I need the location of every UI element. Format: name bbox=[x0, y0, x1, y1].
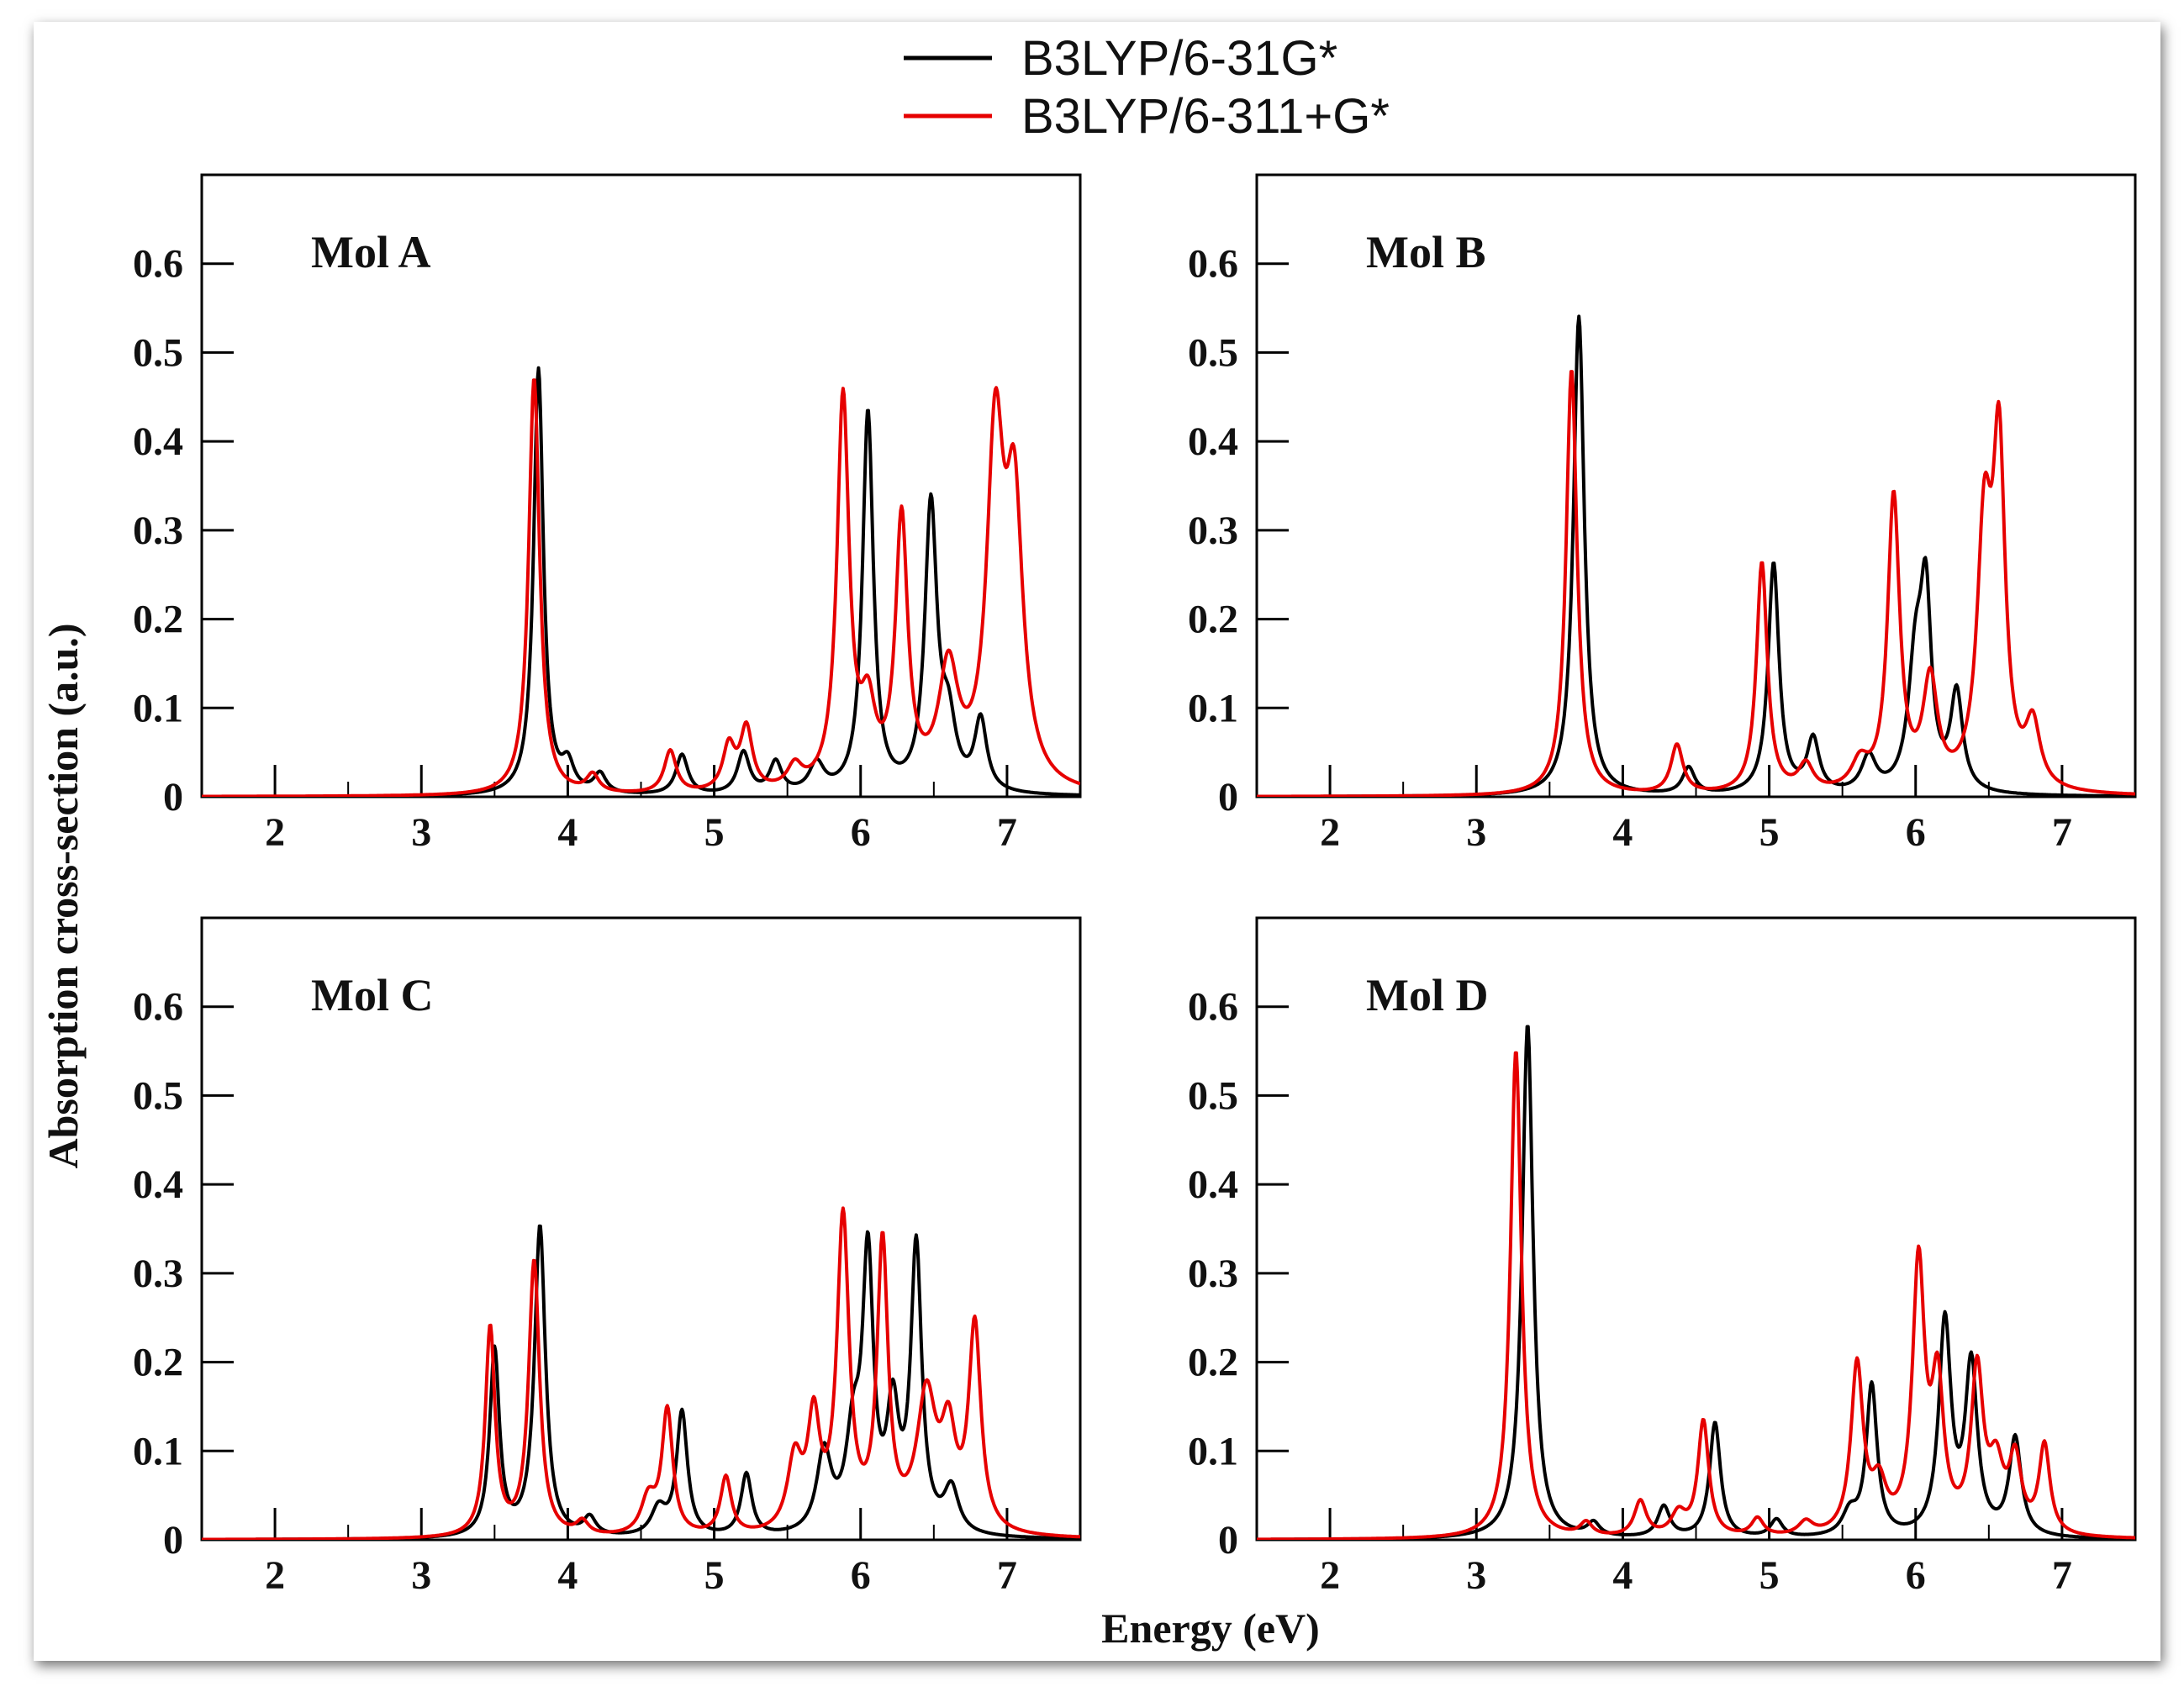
x-tick-label: 2 bbox=[1320, 1553, 1340, 1598]
legend-label-red: B3LYP/6-311+G* bbox=[1021, 89, 1390, 144]
x-tick-label: 4 bbox=[557, 810, 578, 855]
y-tick-label: 0.3 bbox=[133, 1252, 183, 1296]
y-tick-label: 0.2 bbox=[1188, 598, 1238, 642]
y-tick-label: 0.1 bbox=[133, 686, 183, 730]
y-tick-label: 0.4 bbox=[1188, 419, 1238, 464]
series-line-red bbox=[1257, 370, 2135, 797]
y-tick-label: 0.2 bbox=[1188, 1341, 1238, 1385]
x-tick-label: 7 bbox=[2052, 810, 2072, 855]
y-tick-label: 0.6 bbox=[1188, 242, 1238, 287]
y-tick-label: 0 bbox=[163, 1518, 183, 1563]
x-tick-label: 2 bbox=[265, 810, 285, 855]
series-line-red bbox=[1257, 1051, 2135, 1540]
series-line-black bbox=[202, 1224, 1080, 1540]
figure-svg: B3LYP/6-31G* B3LYP/6-311+G* 0 0.1 0.2 0.3 0.… bbox=[40, 31, 2137, 1652]
panel-2: 0 0.1 0.2 0.3 0.4 0.5 0.6 2 3 4 5 6 7 Mol B bbox=[1188, 173, 2137, 855]
x-tick-label: 6 bbox=[1906, 810, 1926, 855]
y-tick-label: 0 bbox=[1218, 775, 1238, 820]
panel-title: Mol D bbox=[1366, 970, 1488, 1020]
series-line-red bbox=[202, 378, 1080, 797]
x-tick-label: 6 bbox=[851, 1553, 871, 1598]
x-tick-label: 3 bbox=[411, 1553, 431, 1598]
series-line-black bbox=[202, 366, 1080, 797]
x-tick-label: 7 bbox=[2052, 1553, 2072, 1598]
panel-1: 0 0.1 0.2 0.3 0.4 0.5 0.6 2 3 4 5 6 7 Mol A bbox=[133, 173, 1082, 855]
x-tick-label: 5 bbox=[1759, 1553, 1780, 1598]
x-tick-label: 5 bbox=[704, 1553, 725, 1598]
x-tick-label: 2 bbox=[1320, 810, 1340, 855]
x-tick-label: 3 bbox=[411, 810, 431, 855]
y-tick-label: 0.5 bbox=[1188, 1073, 1238, 1118]
x-tick-label: 6 bbox=[851, 810, 871, 855]
panels: 0 0.1 0.2 0.3 0.4 0.5 0.6 2 3 4 5 6 7 Mol A 0 0.1 0.2 0.3… bbox=[133, 173, 2137, 1598]
y-tick-label: 0.5 bbox=[1188, 330, 1238, 375]
y-tick-label: 0.6 bbox=[133, 985, 183, 1030]
x-tick-label: 4 bbox=[557, 1553, 578, 1598]
x-tick-label: 2 bbox=[265, 1553, 285, 1598]
y-tick-label: 0.1 bbox=[1188, 1429, 1238, 1473]
panel-title: Mol B bbox=[1366, 227, 1486, 277]
y-tick-label: 0 bbox=[1218, 1518, 1238, 1563]
figure-frame: B3LYP/6-31G* B3LYP/6-311+G* 0 0.1 0.2 0.3 0.… bbox=[34, 22, 2160, 1661]
legend: B3LYP/6-31G* B3LYP/6-311+G* bbox=[904, 31, 1390, 144]
panel-4: 0 0.1 0.2 0.3 0.4 0.5 0.6 2 3 4 5 6 7 Mol D bbox=[1188, 916, 2137, 1598]
x-tick-label: 3 bbox=[1466, 810, 1486, 855]
x-tick-label: 5 bbox=[1759, 810, 1780, 855]
y-tick-label: 0.1 bbox=[133, 1429, 183, 1473]
x-tick-label: 6 bbox=[1906, 1553, 1926, 1598]
panel-3: 0 0.1 0.2 0.3 0.4 0.5 0.6 2 3 4 5 6 7 Mol C bbox=[133, 916, 1082, 1598]
y-tick-label: 0.2 bbox=[133, 598, 183, 642]
y-tick-label: 0 bbox=[163, 775, 183, 820]
panel-title: Mol C bbox=[311, 970, 433, 1020]
y-axis-title: Absorption cross-section (a.u.) bbox=[40, 623, 87, 1168]
y-tick-label: 0.3 bbox=[133, 509, 183, 553]
y-tick-label: 0.4 bbox=[1188, 1162, 1238, 1207]
panel-title: Mol A bbox=[311, 227, 431, 277]
x-tick-label: 4 bbox=[1612, 1553, 1633, 1598]
x-tick-label: 3 bbox=[1466, 1553, 1486, 1598]
x-tick-label: 7 bbox=[997, 810, 1017, 855]
series-line-red bbox=[202, 1206, 1080, 1540]
x-axis-title: Energy (eV) bbox=[1101, 1605, 1320, 1652]
legend-label-black: B3LYP/6-31G* bbox=[1021, 31, 1337, 86]
y-tick-label: 0.4 bbox=[133, 1162, 183, 1207]
y-tick-label: 0.5 bbox=[133, 1073, 183, 1118]
y-tick-label: 0.3 bbox=[1188, 509, 1238, 553]
x-tick-label: 7 bbox=[997, 1553, 1017, 1598]
y-tick-label: 0.5 bbox=[133, 330, 183, 375]
y-tick-label: 0.1 bbox=[1188, 686, 1238, 730]
y-tick-label: 0.6 bbox=[133, 242, 183, 287]
x-tick-label: 4 bbox=[1612, 810, 1633, 855]
y-tick-label: 0.4 bbox=[133, 419, 183, 464]
x-tick-label: 5 bbox=[704, 810, 725, 855]
y-tick-label: 0.3 bbox=[1188, 1252, 1238, 1296]
y-tick-label: 0.2 bbox=[133, 1341, 183, 1385]
y-tick-label: 0.6 bbox=[1188, 985, 1238, 1030]
